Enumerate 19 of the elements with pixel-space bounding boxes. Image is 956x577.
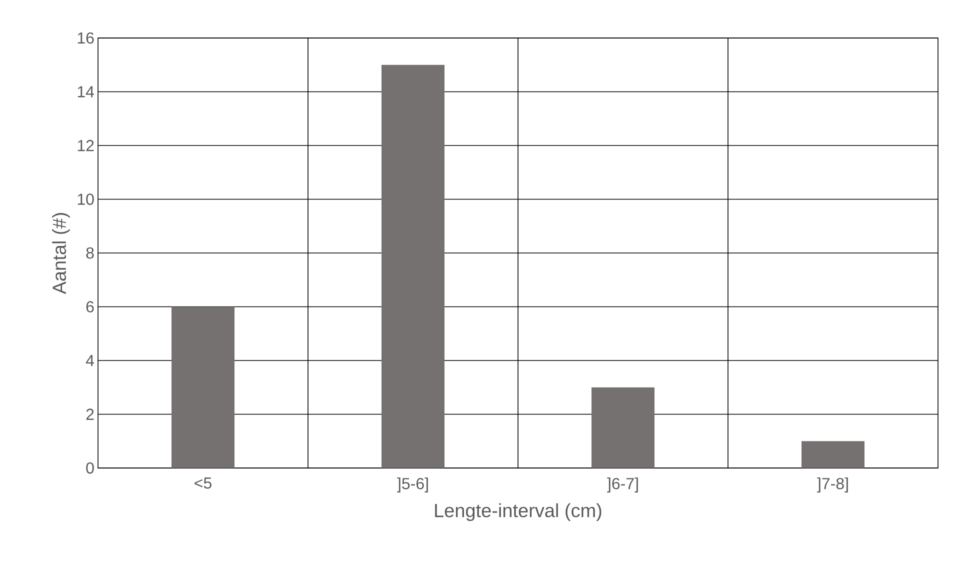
y-tick-label: 2 bbox=[86, 408, 94, 420]
y-tick-label: 6 bbox=[86, 301, 94, 312]
y-axis-title: Aantal (#) bbox=[52, 213, 70, 294]
y-tick-label: 10 bbox=[78, 194, 94, 205]
bar bbox=[382, 64, 445, 468]
y-tick-label: 16 bbox=[78, 32, 94, 44]
bar bbox=[592, 387, 655, 468]
y-tick-label: 8 bbox=[86, 247, 94, 259]
bar bbox=[172, 306, 235, 468]
x-tick-label: ]5-6] bbox=[397, 478, 428, 492]
x-tick-label: <5 bbox=[194, 478, 212, 489]
bar bbox=[802, 441, 864, 468]
x-tick-label: ]6-7] bbox=[607, 478, 638, 492]
y-tick-label: 14 bbox=[78, 86, 94, 98]
x-axis-title: Lengte-interval (cm) bbox=[435, 503, 602, 522]
y-tick-label: 4 bbox=[86, 354, 94, 366]
x-tick-label: ]7-8] bbox=[817, 478, 848, 492]
y-tick-label: 12 bbox=[78, 140, 94, 152]
y-tick-label: 0 bbox=[86, 462, 94, 474]
